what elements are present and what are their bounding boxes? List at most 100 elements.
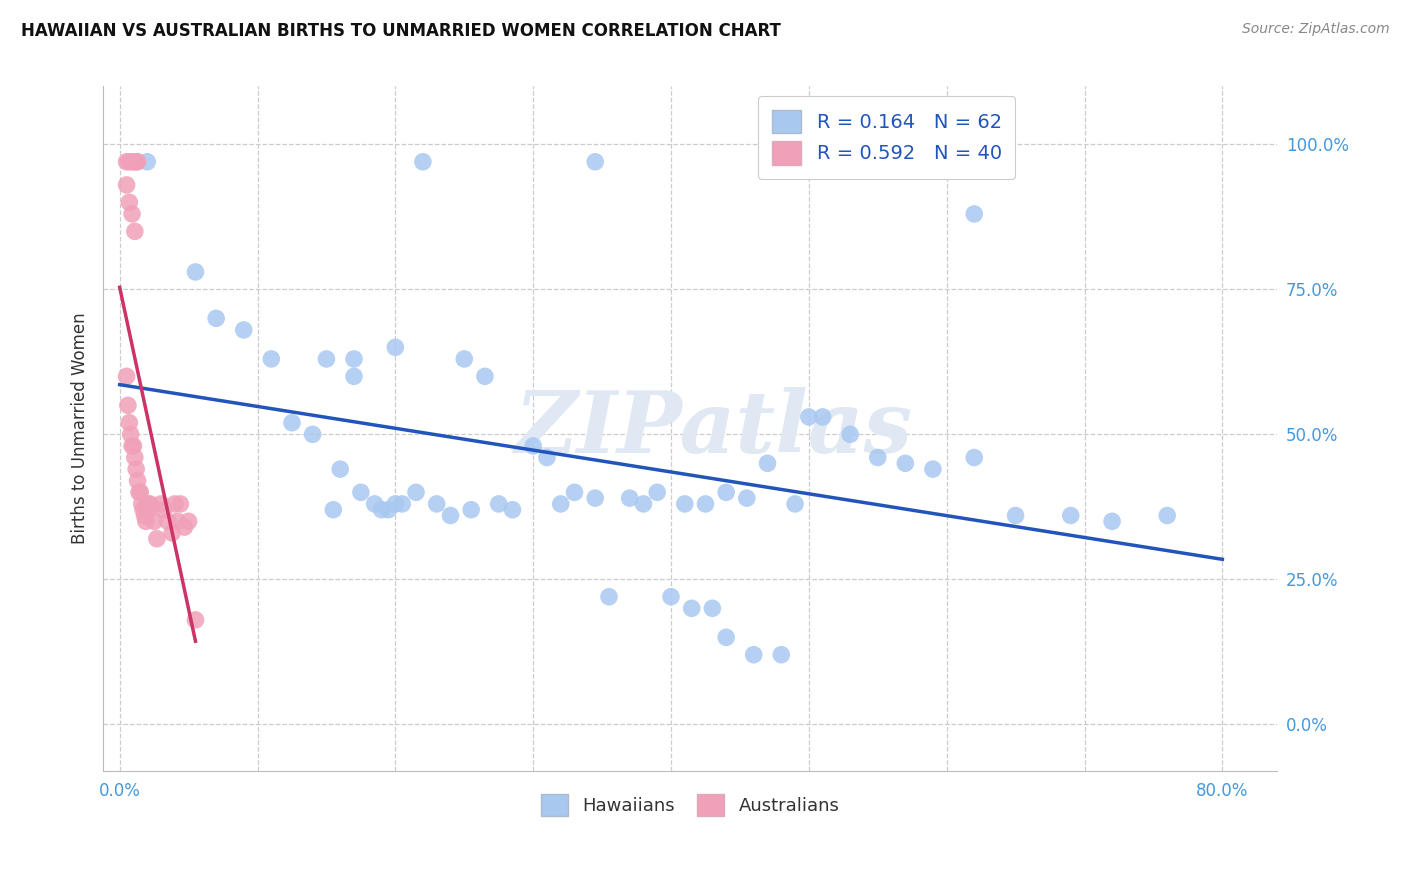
Point bbox=[963, 207, 986, 221]
Point bbox=[695, 497, 717, 511]
Point bbox=[118, 416, 141, 430]
Text: ZIPatlas: ZIPatlas bbox=[515, 387, 912, 470]
Point bbox=[122, 439, 145, 453]
Point bbox=[536, 450, 558, 465]
Point bbox=[377, 502, 399, 516]
Point bbox=[702, 601, 724, 615]
Point bbox=[460, 502, 482, 516]
Point bbox=[136, 154, 159, 169]
Point bbox=[783, 497, 806, 511]
Point bbox=[370, 502, 392, 516]
Point bbox=[488, 497, 510, 511]
Point bbox=[714, 485, 737, 500]
Point bbox=[742, 648, 765, 662]
Point bbox=[439, 508, 461, 523]
Point bbox=[146, 532, 169, 546]
Point bbox=[659, 590, 682, 604]
Point bbox=[136, 497, 159, 511]
Point bbox=[894, 456, 917, 470]
Point bbox=[152, 502, 174, 516]
Point bbox=[156, 514, 179, 528]
Point bbox=[166, 514, 188, 528]
Point bbox=[134, 508, 156, 523]
Point bbox=[502, 502, 524, 516]
Point bbox=[115, 154, 138, 169]
Point bbox=[412, 154, 434, 169]
Point bbox=[681, 601, 703, 615]
Point bbox=[756, 456, 779, 470]
Point bbox=[797, 409, 820, 424]
Point bbox=[301, 427, 323, 442]
Point bbox=[118, 154, 141, 169]
Point bbox=[645, 485, 668, 500]
Point bbox=[135, 514, 157, 528]
Point bbox=[1101, 514, 1123, 528]
Point bbox=[343, 369, 366, 384]
Point bbox=[633, 497, 655, 511]
Point bbox=[120, 427, 142, 442]
Point bbox=[322, 502, 344, 516]
Point bbox=[329, 462, 352, 476]
Point bbox=[117, 398, 139, 412]
Point bbox=[169, 497, 191, 511]
Point bbox=[281, 416, 304, 430]
Point bbox=[583, 491, 606, 505]
Point bbox=[127, 474, 149, 488]
Point bbox=[184, 613, 207, 627]
Point bbox=[132, 502, 155, 516]
Point bbox=[811, 409, 834, 424]
Point bbox=[121, 439, 143, 453]
Point bbox=[384, 340, 406, 354]
Point bbox=[343, 351, 366, 366]
Point bbox=[177, 514, 200, 528]
Point bbox=[121, 207, 143, 221]
Point bbox=[115, 178, 138, 192]
Point bbox=[125, 462, 148, 476]
Point bbox=[125, 154, 148, 169]
Point bbox=[1060, 508, 1083, 523]
Point bbox=[131, 497, 153, 511]
Point bbox=[138, 502, 160, 516]
Point bbox=[391, 497, 413, 511]
Point bbox=[922, 462, 945, 476]
Point bbox=[564, 485, 586, 500]
Point bbox=[150, 497, 173, 511]
Y-axis label: Births to Unmarried Women: Births to Unmarried Women bbox=[72, 313, 89, 544]
Point bbox=[522, 439, 544, 453]
Point bbox=[598, 590, 620, 604]
Text: Source: ZipAtlas.com: Source: ZipAtlas.com bbox=[1241, 22, 1389, 37]
Point bbox=[735, 491, 758, 505]
Point bbox=[384, 497, 406, 511]
Point bbox=[205, 311, 228, 326]
Point bbox=[260, 351, 283, 366]
Point bbox=[619, 491, 641, 505]
Point bbox=[128, 485, 150, 500]
Point bbox=[363, 497, 385, 511]
Point bbox=[315, 351, 337, 366]
Point bbox=[673, 497, 696, 511]
Point bbox=[115, 369, 138, 384]
Point bbox=[583, 154, 606, 169]
Point bbox=[124, 154, 146, 169]
Point bbox=[124, 450, 146, 465]
Point bbox=[426, 497, 449, 511]
Point bbox=[963, 450, 986, 465]
Point bbox=[121, 154, 143, 169]
Point bbox=[474, 369, 496, 384]
Point bbox=[129, 485, 152, 500]
Point bbox=[143, 514, 166, 528]
Point bbox=[866, 450, 889, 465]
Point bbox=[453, 351, 475, 366]
Point bbox=[160, 525, 183, 540]
Point bbox=[139, 497, 162, 511]
Point bbox=[184, 265, 207, 279]
Point bbox=[350, 485, 373, 500]
Legend: Hawaiians, Australians: Hawaiians, Australians bbox=[534, 787, 846, 823]
Point bbox=[124, 224, 146, 238]
Point bbox=[1004, 508, 1026, 523]
Point bbox=[1156, 508, 1178, 523]
Text: HAWAIIAN VS AUSTRALIAN BIRTHS TO UNMARRIED WOMEN CORRELATION CHART: HAWAIIAN VS AUSTRALIAN BIRTHS TO UNMARRI… bbox=[21, 22, 780, 40]
Point bbox=[839, 427, 862, 442]
Point bbox=[232, 323, 254, 337]
Point bbox=[173, 520, 195, 534]
